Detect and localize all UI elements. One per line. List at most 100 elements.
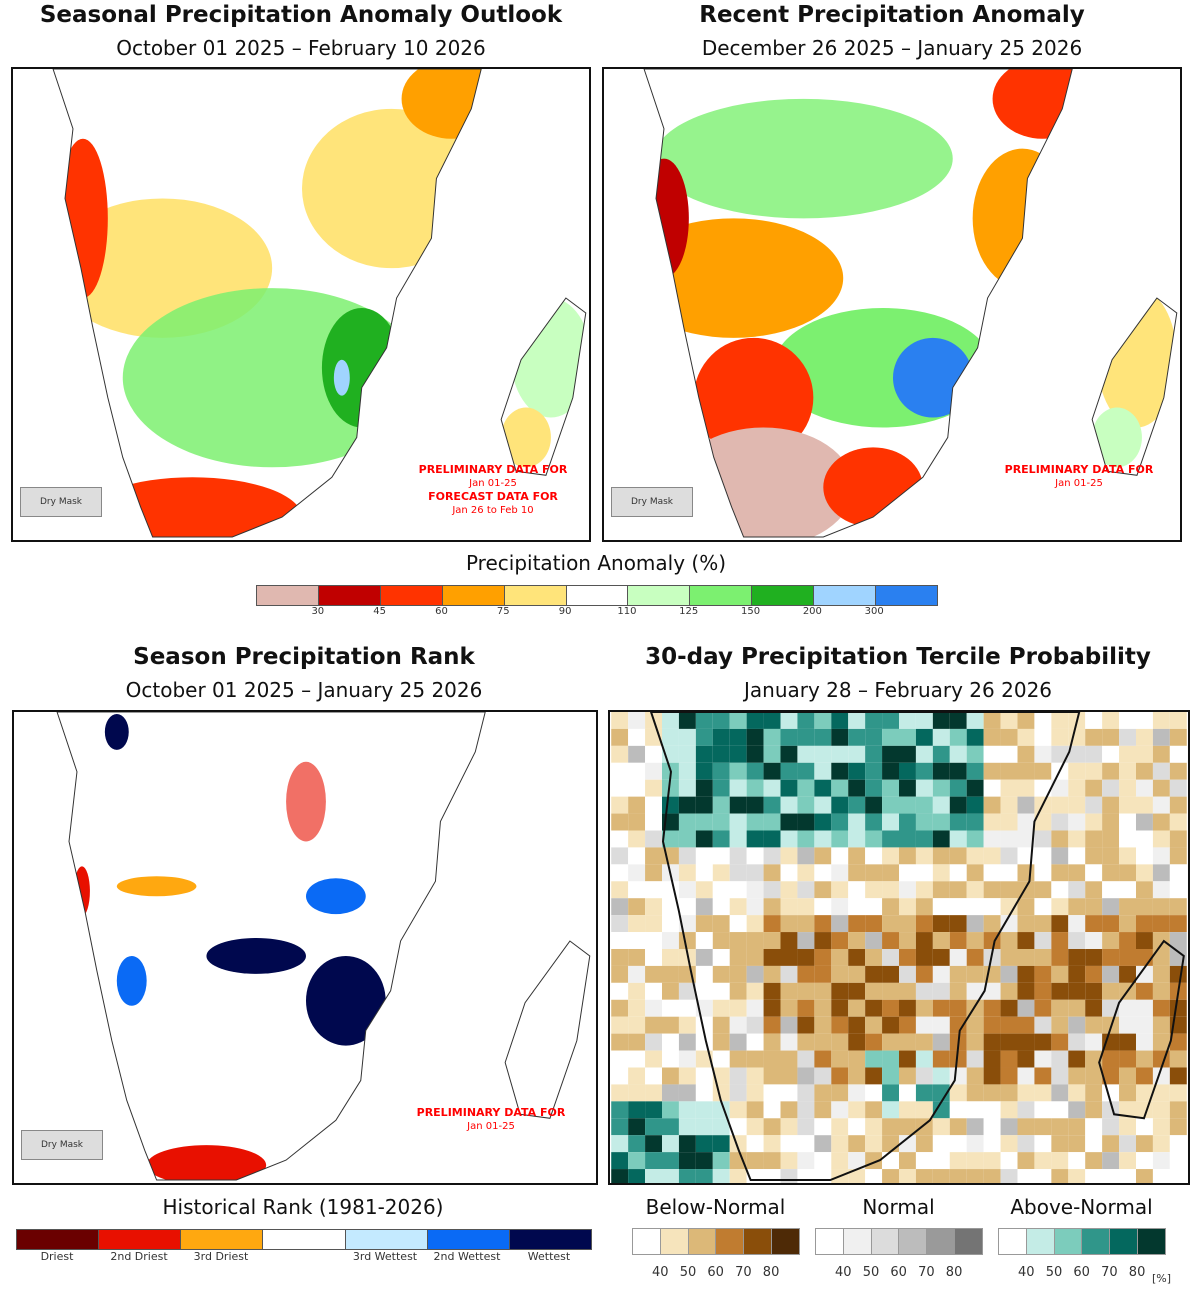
tercile-cell [678,881,696,899]
colorbar-swatch [504,586,567,605]
tercile-cell [611,762,629,780]
tercile-cell [611,948,629,966]
tercile-cell [678,796,696,814]
tercile-cell [966,1067,984,1085]
tercile-cell [780,898,798,916]
tercile-cell [983,881,1001,899]
tercile-cell [966,1152,984,1170]
tercile-cell [1102,965,1120,983]
tercile-cell [1068,965,1086,983]
tercile-cell [831,999,849,1017]
tercile-cell [1051,1050,1069,1068]
tercile-cell [831,712,849,729]
tercile-cell [915,864,933,882]
tercile-cell [882,1067,899,1085]
tercile-cell [915,830,933,848]
tercile-cell [628,796,646,814]
tercile-cell [1000,1135,1018,1153]
colorbar-tick: 150 [740,606,761,617]
tercile-cell [932,728,950,746]
colorbar-swatch [716,1229,745,1254]
tercile-cell [695,864,713,882]
tercile-cell [1152,1135,1170,1153]
tercile-cell [780,948,798,966]
tercile-cell [645,1033,663,1051]
tercile-cell [729,712,747,729]
tercile-cell [678,898,696,916]
tercile-cell [899,1067,916,1085]
tercile-cell [746,728,764,746]
tercile-cell [1034,728,1052,746]
tercile-cell [1000,932,1018,949]
tercile-cell [780,915,798,933]
tercile-cell [1000,728,1018,746]
tercile-cell [865,1135,883,1153]
tercile-cell [1034,847,1052,865]
tercile-cell [1152,779,1170,797]
tercile-cell [831,1084,849,1102]
tercile-cell [797,1101,815,1119]
tercile-cell [915,1016,933,1034]
tercile-cell [932,1101,950,1119]
tercile-cell [712,1067,730,1085]
tercile-cell [1135,864,1153,882]
tercile-cell [1135,728,1153,746]
tercile-cell [966,932,984,949]
tercile-cell [712,932,730,949]
tercile-cell [1017,813,1035,831]
tercile-cell [780,982,798,1000]
tercile-cell [848,712,866,729]
tercile-cell [712,1152,730,1170]
colorbar-tick: 30 [311,606,325,617]
tercile-cell [882,779,899,797]
tercile-cell [831,881,849,899]
tercile-cell [645,796,663,814]
tercile-cell [1102,712,1120,729]
tercile-cell [712,1135,730,1153]
tercile-cell [645,762,663,780]
tercile-colorbar [998,1228,1166,1255]
tercile-cell [915,745,933,763]
tercile-cell [1068,915,1086,933]
tercile-cell [1119,1084,1136,1102]
tercile-cell [1000,847,1018,865]
tercile-cell [831,898,849,916]
tercile-cell [915,728,933,746]
tercile-cell [848,982,866,1000]
tercile-cell [746,965,764,983]
tercile-cell [983,1118,1001,1136]
tercile-cell [1034,779,1052,797]
tercile-cell [1000,1118,1018,1136]
tercile-legend-title: Above-Normal [1010,1195,1153,1219]
tercile-cell [628,1152,646,1170]
colorbar-tick: 90 [558,606,572,617]
tercile-cell [949,1067,967,1085]
tercile-cell [628,898,646,916]
tercile-cell [1000,864,1018,882]
tercile-cell [1017,1169,1035,1183]
tercile-cell [882,982,899,1000]
tercile-cell [780,881,798,899]
tercile-cell [712,779,730,797]
tercile-cell [1119,1067,1136,1085]
tercile-cell [729,1050,747,1068]
tercile-cell [1034,1016,1052,1034]
tercile-cell [628,999,646,1017]
tercile-cell [915,1084,933,1102]
tercile-cell [966,813,984,831]
tercile-cell [814,796,832,814]
tercile-cell [831,915,849,933]
tercile-cell [814,1016,832,1034]
tercile-cell [746,932,764,949]
tercile-cell [915,712,933,729]
tercile-cell [662,1152,679,1170]
tercile-cell [628,965,646,983]
tercile-cell [1085,762,1103,780]
tercile-cell [814,948,832,966]
tercile-cell [966,898,984,916]
tercile-cell [797,881,815,899]
tercile-cell [645,1016,663,1034]
tercile-cell [729,864,747,882]
tercile-cell [628,915,646,933]
tercile-cell [695,796,713,814]
